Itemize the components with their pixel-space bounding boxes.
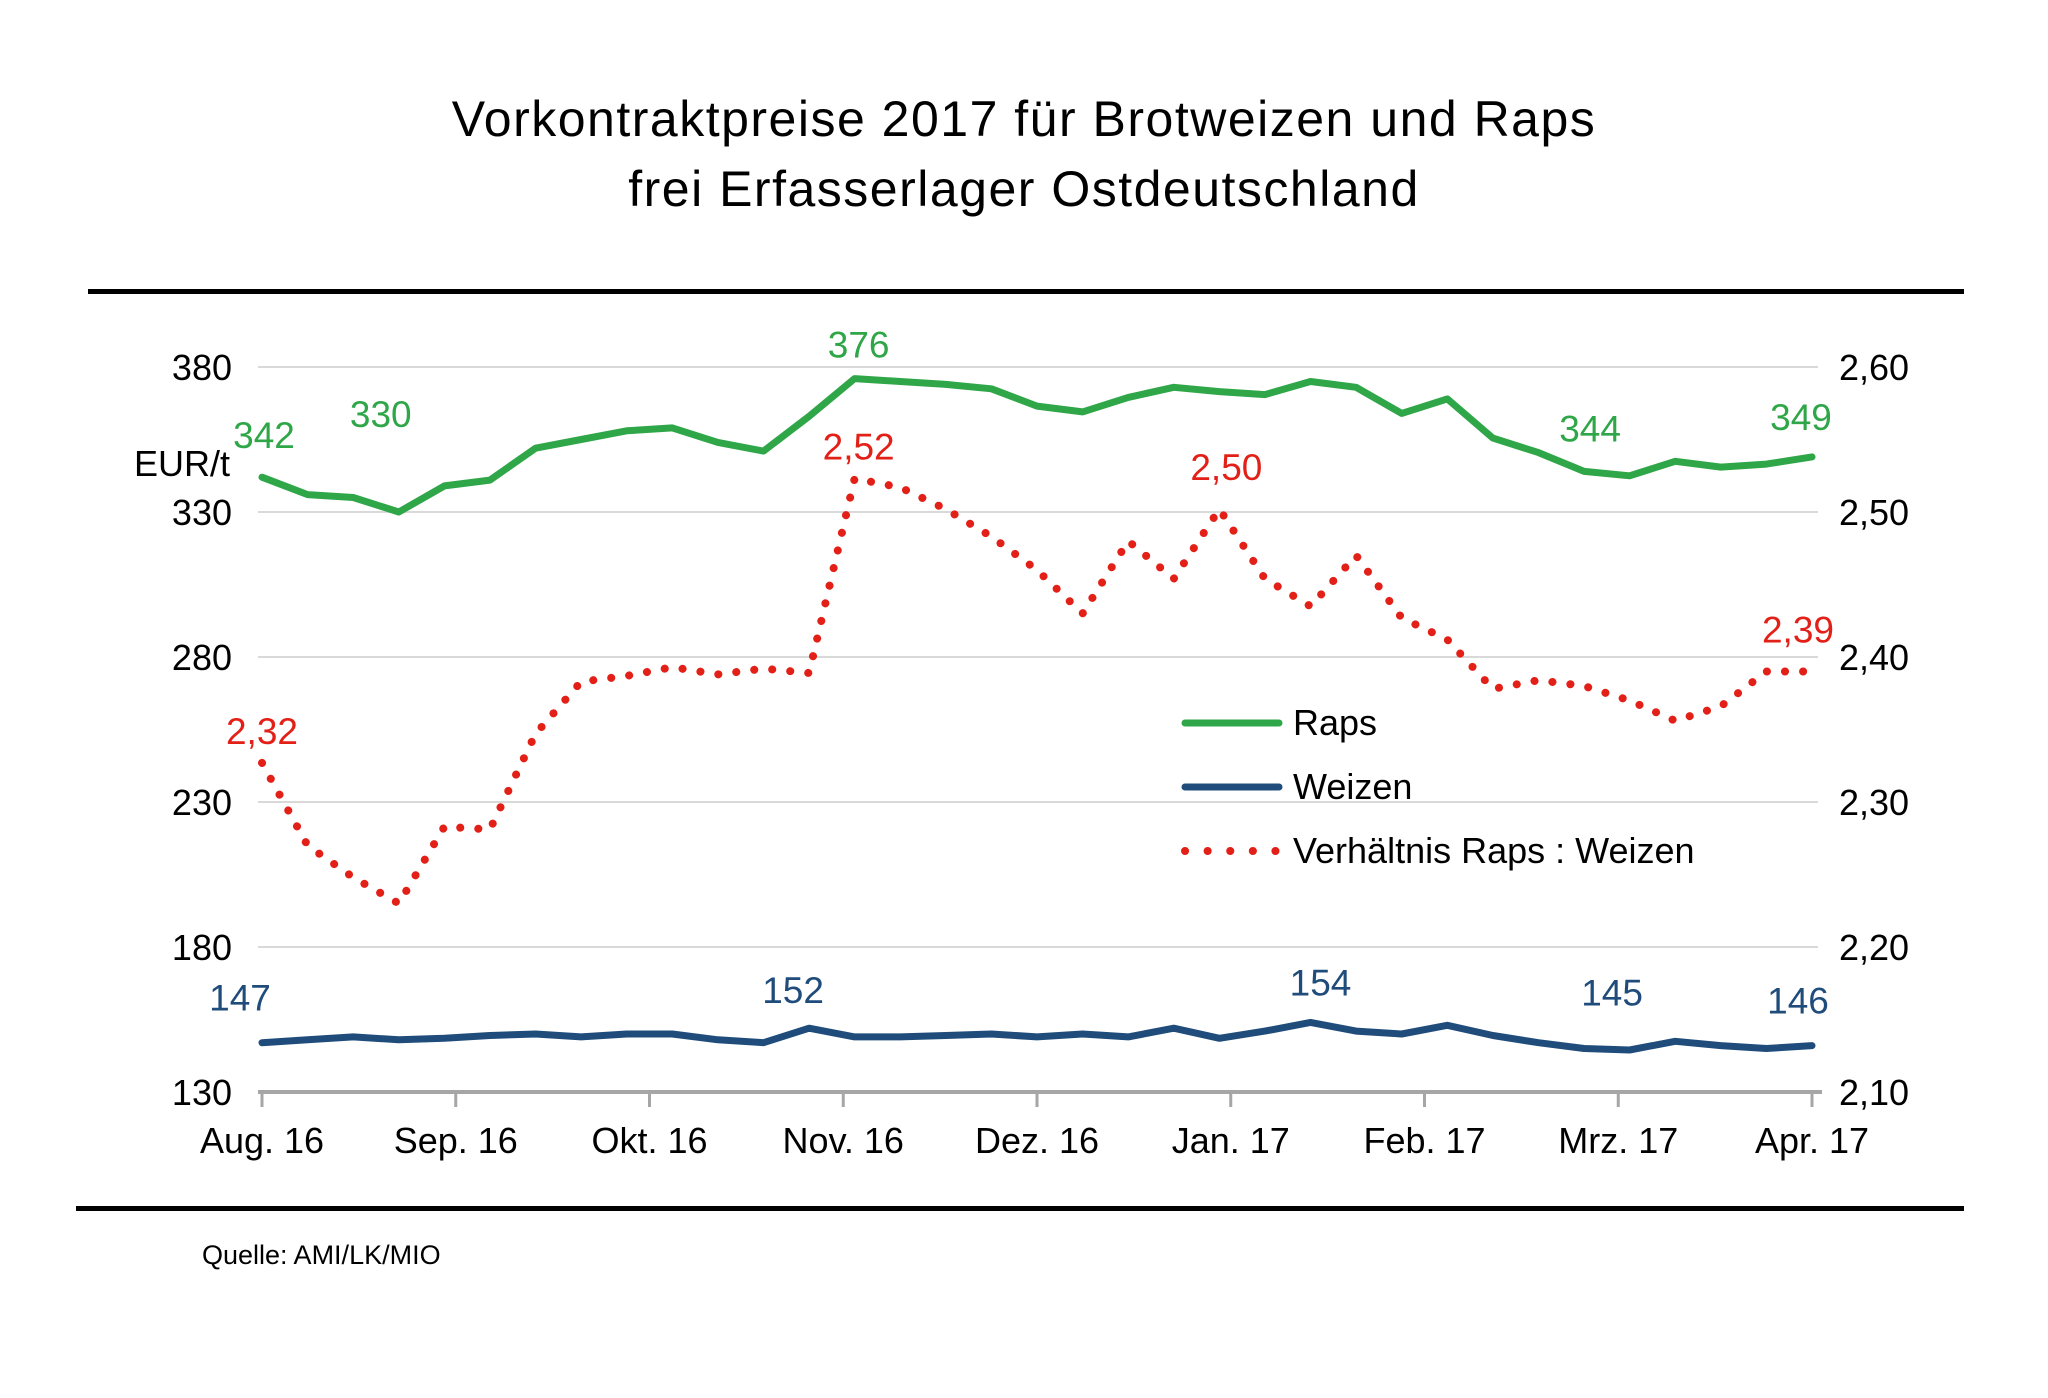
ratio-dotted-swatch-icon <box>1181 847 1283 855</box>
bottom-divider <box>76 1206 1964 1211</box>
data-label-ratio: 2,32 <box>226 711 298 752</box>
series-line-weizen <box>258 1018 1816 1054</box>
x-tick-label: Feb. 17 <box>1363 1120 1485 1161</box>
x-tick-label: Sep. 16 <box>394 1120 518 1161</box>
y-left-tick-label: 330 <box>172 492 232 533</box>
raps-line-swatch-icon <box>1181 719 1283 727</box>
series-line-ratio <box>258 474 1816 908</box>
data-label-weizen: 154 <box>1290 962 1352 1003</box>
x-tick-label: Nov. 16 <box>783 1120 904 1161</box>
y-right-tick-label: 2,20 <box>1839 927 1909 968</box>
legend-item-raps: Raps <box>1180 701 1377 745</box>
x-tick-label: Aug. 16 <box>200 1120 324 1161</box>
x-tick-label: Jan. 17 <box>1172 1120 1290 1161</box>
data-label-raps: 349 <box>1770 397 1832 438</box>
y-left-tick-label: 180 <box>172 927 232 968</box>
y-right-tick-label: 2,60 <box>1839 347 1909 388</box>
data-label-weizen: 145 <box>1581 973 1643 1014</box>
source-note: Quelle: AMI/LK/MIO <box>202 1240 441 1270</box>
chart-title-line1: Vorkontraktpreise 2017 für Brotweizen un… <box>451 91 1597 147</box>
top-divider <box>88 289 1964 294</box>
data-label-ratio: 2,52 <box>823 427 895 468</box>
x-tick-label: Apr. 17 <box>1755 1120 1869 1161</box>
y-left-tick-label: 280 <box>172 637 232 678</box>
data-label-raps: 330 <box>350 394 412 435</box>
y-axis-unit-label: EUR/t <box>134 443 230 484</box>
data-label-weizen: 147 <box>209 978 271 1019</box>
series-line-raps <box>258 375 1816 516</box>
legend-item-verhaeltnis: Verhältnis Raps : Weizen <box>1180 829 1695 873</box>
chart-title-line2: frei Erfasserlager Ostdeutschland <box>628 161 1420 217</box>
data-label-weizen: 152 <box>762 970 824 1011</box>
data-label-weizen: 146 <box>1767 981 1829 1022</box>
chart-title: Vorkontraktpreise 2017 für Brotweizen un… <box>0 84 2048 224</box>
legend-label-weizen: Weizen <box>1293 766 1413 807</box>
y-right-tick-label: 2,30 <box>1839 782 1909 823</box>
y-left-tick-label: 230 <box>172 782 232 823</box>
x-tick-label: Dez. 16 <box>975 1120 1099 1161</box>
legend-label-verhaeltnis: Verhältnis Raps : Weizen <box>1293 830 1695 871</box>
y-right-tick-label: 2,10 <box>1839 1072 1909 1113</box>
data-label-ratio: 2,39 <box>1762 610 1834 651</box>
y-left-tick-label: 130 <box>172 1072 232 1113</box>
y-left-tick-label: 380 <box>172 347 232 388</box>
y-right-tick-label: 2,50 <box>1839 492 1909 533</box>
legend-item-weizen: Weizen <box>1180 765 1412 809</box>
y-right-tick-label: 2,40 <box>1839 637 1909 678</box>
x-tick-label: Mrz. 17 <box>1558 1120 1678 1161</box>
data-label-raps: 344 <box>1559 408 1621 449</box>
x-tick-label: Okt. 16 <box>591 1120 707 1161</box>
legend-label-raps: Raps <box>1293 702 1378 743</box>
data-label-ratio: 2,50 <box>1190 447 1262 488</box>
data-label-raps: 376 <box>828 325 890 366</box>
weizen-line-swatch-icon <box>1181 783 1283 791</box>
data-label-raps: 342 <box>233 415 295 456</box>
